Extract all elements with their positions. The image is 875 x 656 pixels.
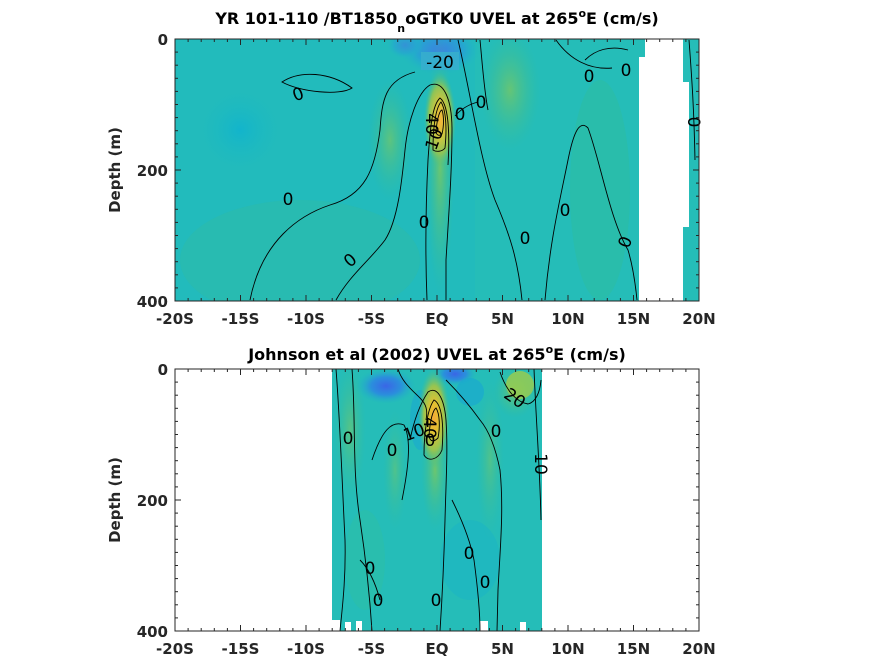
contour-label: 0	[520, 229, 531, 249]
contour-label: 0	[560, 201, 571, 221]
contour-label: 0	[283, 190, 294, 210]
x-tick-label: -20S	[156, 640, 194, 656]
contour-label: 10	[530, 453, 550, 475]
x-tick-label: 20N	[682, 310, 715, 328]
contour-label: 0	[455, 105, 466, 125]
contour-label: 0	[431, 591, 442, 611]
x-tick-label: 5N	[491, 310, 514, 328]
top-panel-title: YR 101-110 /BT1850noGTK0 UVEL at 265oE (…	[214, 7, 658, 35]
contour-label: 0	[683, 117, 703, 128]
contour-label: 0	[464, 544, 475, 564]
x-tick-label: 20N	[682, 640, 715, 656]
y-tick-label: 0	[158, 361, 168, 379]
top-contours	[249, 39, 696, 301]
x-tick-label: EQ	[426, 310, 449, 328]
top-panel: YR 101-110 /BT1850noGTK0 UVEL at 265oE (…	[106, 7, 716, 328]
x-tick-label: -10S	[287, 310, 325, 328]
x-tick-label: -15S	[222, 640, 260, 656]
bottom-panel-title: Johnson et al (2002) UVEL at 265oE (cm/s…	[247, 343, 626, 364]
contour-label: 0	[476, 93, 487, 113]
y-tick-label: 400	[137, 623, 168, 641]
bottom-field	[332, 369, 542, 631]
contour-label: 0	[365, 559, 376, 579]
y-tick-label: 0	[158, 31, 168, 49]
top-field	[175, 39, 699, 301]
x-tick-label: 15N	[617, 640, 650, 656]
contour-label: 0	[373, 591, 384, 611]
top-y-axis-label: Depth (m)	[106, 127, 124, 213]
contour-label: 0	[425, 431, 436, 451]
x-tick-label: -5S	[358, 310, 385, 328]
contour-label: 0	[419, 213, 430, 233]
x-tick-label: 5N	[491, 640, 514, 656]
x-tick-label: -15S	[222, 310, 260, 328]
y-tick-label: 200	[137, 162, 168, 180]
contour-label: 40	[421, 113, 441, 135]
y-tick-label: 200	[137, 492, 168, 510]
bottom-contours	[335, 369, 542, 631]
top-contour-labels: -20 0 40 0 10 0 0 0 0 0 0 0 0 0 0	[283, 52, 703, 272]
x-tick-label: -5S	[358, 640, 385, 656]
contour-label: 40	[419, 417, 439, 439]
x-tick-label: -10S	[287, 640, 325, 656]
x-tick-label: 15N	[617, 310, 650, 328]
x-tick-label: EQ	[426, 640, 449, 656]
contour-label: 0	[491, 422, 502, 442]
contour-label: 0	[480, 573, 491, 593]
contour-label: 0	[584, 67, 595, 87]
x-tick-label: 10N	[551, 310, 584, 328]
contour-label: 0	[621, 61, 632, 81]
contour-label: -20	[426, 53, 454, 73]
x-tick-label: 10N	[551, 640, 584, 656]
contour-label: 0	[387, 441, 398, 461]
x-tick-label: -20S	[156, 310, 194, 328]
bottom-y-axis-label: Depth (m)	[106, 457, 124, 543]
bottom-panel: Johnson et al (2002) UVEL at 265oE (cm/s…	[106, 343, 716, 656]
contour-label: 0	[343, 429, 354, 449]
y-tick-label: 400	[137, 293, 168, 311]
